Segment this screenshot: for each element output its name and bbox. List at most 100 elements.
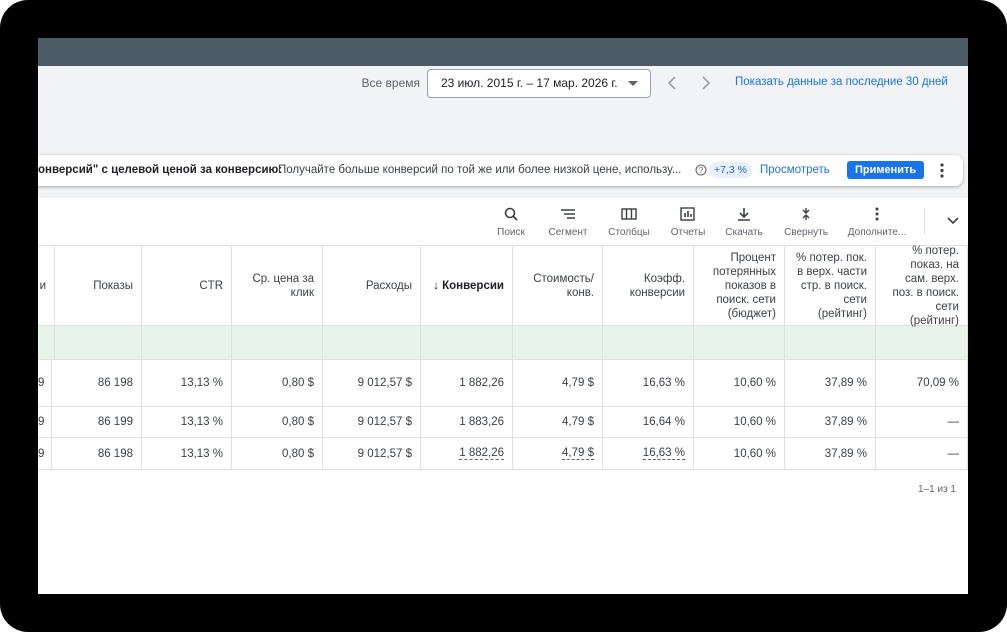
uplift-chip: +7,3 % [709, 162, 752, 178]
summary-cell [785, 326, 876, 359]
toolbar-label[interactable]: Столбцы [608, 227, 650, 238]
cell-text: 10,60 % [734, 448, 776, 460]
cell-text: 13,13 % [181, 416, 223, 428]
header-text: Коэфф. конверсии [611, 272, 685, 300]
data-table: и Показы CTR Ср. цена за клик Расходы ↓ Конве… [38, 245, 968, 476]
table-cell: 9 012,57 $ [323, 407, 421, 438]
cell-text: 37,89 % [825, 416, 867, 428]
cell-text: 0,80 $ [282, 416, 314, 428]
table-cell: 37,89 % [785, 407, 876, 438]
column-header[interactable]: % потер. пок. в верх. части стр. в поиск… [785, 246, 876, 326]
svg-text:?: ? [699, 166, 704, 175]
cell-text: 16,64 % [643, 416, 685, 428]
cell-text: 9 [38, 377, 44, 389]
dropdown-arrow [628, 81, 638, 87]
cell-text: 4,79 $ [562, 377, 594, 389]
table-cell: 10,60 % [694, 407, 785, 438]
toolbar-label[interactable]: Скачать [725, 227, 763, 238]
table-cell: 9 [38, 359, 52, 407]
cell-text: 9 012,57 $ [358, 416, 412, 428]
cell-text: 0,80 $ [282, 377, 314, 389]
cell-text: 13,13 % [181, 377, 223, 389]
toolbar-icon[interactable] [503, 207, 519, 221]
summary-cell [421, 326, 513, 359]
header-text: % потер. пок. в верх. части стр. в поиск… [793, 251, 867, 321]
column-header[interactable]: CTR [142, 246, 232, 326]
cell-text: 86 199 [98, 416, 133, 428]
column-header[interactable]: Процент потерянных показов в поиск. сети… [694, 246, 785, 326]
table-cell: 86 199 [52, 407, 142, 438]
toolbar-icon[interactable] [560, 207, 576, 221]
table-cell: 70,09 % [876, 359, 968, 407]
summary-cell [52, 326, 142, 359]
toolbar-label[interactable]: Свернуть [784, 227, 828, 238]
table-cell: 16,63 % [603, 359, 694, 407]
cell-text: 9 012,57 $ [358, 377, 412, 389]
cell-text: 4,79 $ [562, 447, 594, 460]
column-header[interactable]: Коэфф. конверсии [603, 246, 694, 326]
toolbar-icon[interactable] [736, 207, 752, 221]
table-cell: 9 [38, 438, 52, 470]
toolbar-label[interactable]: Поиск [497, 227, 525, 238]
toolbar-label[interactable]: Отчеты [671, 227, 706, 238]
table-cell: 13,13 % [142, 438, 232, 470]
last-30-days-link[interactable]: Показать данные за последние 30 дней [735, 76, 948, 88]
nav-arrows[interactable] [666, 76, 716, 90]
column-header[interactable]: ↓ Конверсии [421, 246, 513, 326]
table-cell: 9 012,57 $ [323, 438, 421, 470]
summary-cell [232, 326, 323, 359]
header-text: % потер. показ. на сам. верх. поз. в пои… [884, 244, 959, 328]
header-text: ↓ Конверсии [433, 279, 504, 293]
column-header[interactable]: % потер. показ. на сам. верх. поз. в пои… [876, 246, 968, 326]
toolbar-icon[interactable] [798, 207, 814, 221]
summary-cell [513, 326, 603, 359]
table-cell: 0,80 $ [232, 407, 323, 438]
table-cell: 9 012,57 $ [323, 359, 421, 407]
screen: Все время 23 июл. 2015 г. – 17 мар. 2026… [38, 38, 968, 594]
view-button[interactable]: Просмотреть [760, 164, 830, 176]
table-cell: 16,63 % [603, 438, 694, 470]
cell-text: 13,13 % [181, 448, 223, 460]
header-text: Расходы [366, 279, 412, 293]
help-icon[interactable]: ? [695, 164, 707, 176]
table-cell: 13,13 % [142, 359, 232, 407]
table-cell: 10,60 % [694, 438, 785, 470]
cell-text: 0,80 $ [282, 448, 314, 460]
header-text: и [40, 279, 46, 293]
table-cell: — [876, 438, 968, 470]
toolbar-icon[interactable] [869, 207, 885, 221]
date-label: Все время [362, 76, 420, 90]
cell-text: 70,09 % [917, 377, 959, 389]
column-header[interactable]: Стоимость/ конв. [513, 246, 603, 326]
expand-chevron[interactable] [947, 217, 959, 225]
table-cell: 37,89 % [785, 359, 876, 407]
table-cell: 16,64 % [603, 407, 694, 438]
column-header[interactable]: Расходы [323, 246, 421, 326]
header-text: Стоимость/ конв. [521, 272, 594, 300]
header-text: Ср. цена за клик [240, 272, 314, 300]
summary-cell [694, 326, 785, 359]
table-cell: 9 [38, 407, 52, 438]
column-header[interactable]: Показы [52, 246, 142, 326]
cell-text: 1 882,26 [459, 377, 504, 389]
apply-button[interactable]: Применить [847, 161, 924, 179]
date-range-dropdown[interactable]: 23 июл. 2015 г. – 17 мар. 2026 г. [427, 69, 651, 98]
toolbar-label[interactable]: Сегмент [549, 227, 588, 238]
toolbar-separator [924, 208, 925, 234]
toolbar-label[interactable]: Дополните... [848, 227, 907, 238]
more-icon[interactable] [940, 163, 944, 178]
cell-text: 4,79 $ [562, 416, 594, 428]
table-cell: 0,80 $ [232, 438, 323, 470]
header-text: CTR [199, 279, 223, 293]
rec-title: онверсий" с целевой ценой за конверсию: [38, 164, 282, 176]
cell-text: — [948, 416, 960, 428]
toolbar-icon[interactable] [680, 207, 696, 221]
table-cell: 37,89 % [785, 438, 876, 470]
table-card: и Показы CTR Ср. цена за клик Расходы ↓ Конве… [38, 198, 968, 594]
cell-text: 37,89 % [825, 448, 867, 460]
toolbar-icon[interactable] [621, 207, 637, 221]
table-cell: 1 882,26 [421, 438, 513, 470]
column-header[interactable]: Ср. цена за клик [232, 246, 323, 326]
cell-text: 86 198 [98, 377, 133, 389]
top-bar [38, 38, 968, 66]
